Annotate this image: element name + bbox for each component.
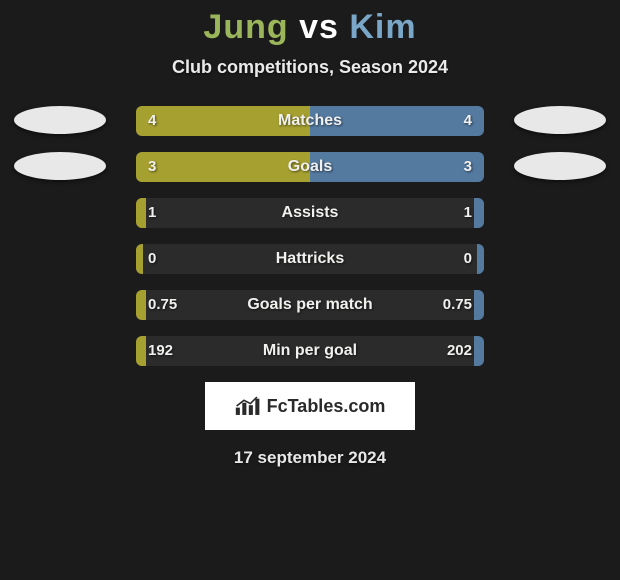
bar-track <box>136 198 484 228</box>
stat-row: 1Assists1 <box>0 198 620 228</box>
bar-track <box>136 152 484 182</box>
avatar-left <box>14 106 106 134</box>
bar-left <box>136 244 143 274</box>
date-label: 17 september 2024 <box>0 448 620 468</box>
stat-row: 0Hattricks0 <box>0 244 620 274</box>
bar-left <box>136 290 146 320</box>
comparison-card: Jung vs Kim Club competitions, Season 20… <box>0 0 620 468</box>
bar-left <box>136 336 146 366</box>
bar-left <box>136 106 310 136</box>
bar-left <box>136 198 146 228</box>
stat-row: 3Goals3 <box>0 152 620 182</box>
source-logo: FcTables.com <box>205 382 415 430</box>
bar-right <box>477 244 484 274</box>
title-player2: Kim <box>349 8 416 46</box>
bar-track <box>136 106 484 136</box>
bar-right <box>310 106 484 136</box>
bar-right <box>310 152 484 182</box>
stat-row: 4Matches4 <box>0 106 620 136</box>
stat-rows: 4Matches4 3Goals3 1Assists1 0Hattricks0 0.75… <box>0 106 620 366</box>
logo-text: FcTables.com <box>267 396 386 417</box>
title-player1: Jung <box>203 8 288 46</box>
avatar-right <box>514 152 606 180</box>
avatar-right <box>514 106 606 134</box>
bar-track <box>136 244 484 274</box>
avatar-left <box>14 152 106 180</box>
bar-track <box>136 290 484 320</box>
stat-row: 0.75Goals per match0.75 <box>0 290 620 320</box>
bar-right <box>474 336 484 366</box>
bar-right <box>474 290 484 320</box>
bar-right <box>474 198 484 228</box>
bar-left <box>136 152 310 182</box>
title-connector: vs <box>299 8 339 46</box>
subtitle: Club competitions, Season 2024 <box>0 57 620 78</box>
page-title: Jung vs Kim <box>0 8 620 47</box>
chart-icon <box>235 396 261 416</box>
bar-track <box>136 336 484 366</box>
stat-row: 192Min per goal202 <box>0 336 620 366</box>
